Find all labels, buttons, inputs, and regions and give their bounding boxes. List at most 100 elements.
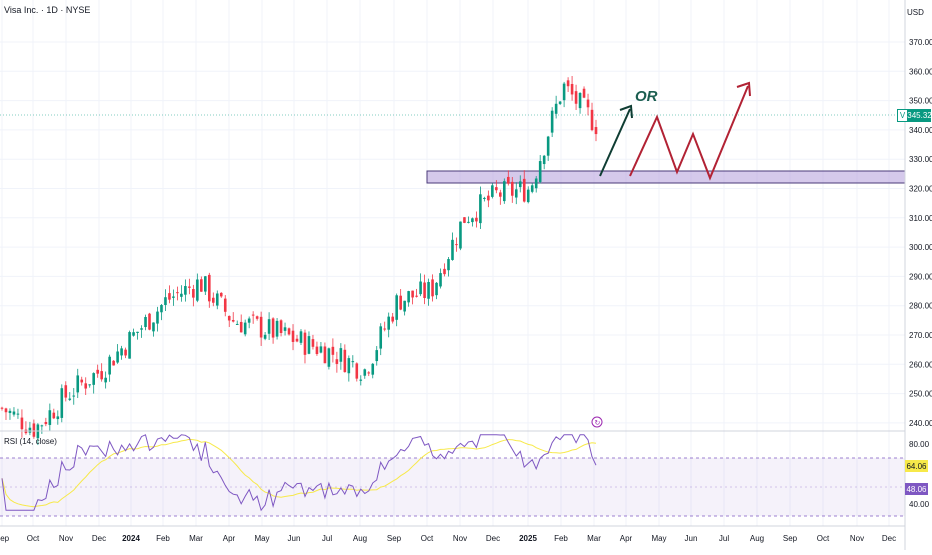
price-axis-label: 360.00 [909,67,932,76]
candle-body [463,217,466,223]
candle-body [243,322,247,335]
candle-body [363,369,367,376]
candle-body [522,178,526,202]
candle-body [164,297,167,306]
candle-body [303,332,307,355]
rsi-axis-label: 80.00 [909,440,930,449]
candle-body [594,127,598,135]
time-axis[interactable]: Sep Oct Nov Dec 2024 Feb Mar Apr May Jun Jul Aug Sep… [0,534,896,543]
candle-body [235,323,239,325]
price-axis[interactable]: 370.00 360.00 350.00 340.00 330.00 320.00 310.… [909,38,932,428]
time-axis-label: Sep [387,534,402,543]
candle-body [451,239,454,260]
price-axis-label: 240.00 [909,419,932,428]
support-zone[interactable] [426,170,906,184]
price-axis-label: 320.00 [909,185,932,194]
rsi-axis-label: 40.00 [909,500,930,509]
candle-body [534,178,538,189]
candle-body [219,292,223,297]
candle-body [447,259,450,271]
candle-body [196,279,199,301]
candle-body [160,304,163,313]
candle-body [327,348,331,367]
time-axis-label: Dec [486,534,500,543]
candle-body [100,371,103,380]
rsi-ma-value: 64.06 [905,460,928,472]
candle-body [323,346,327,364]
candle-body [562,83,566,101]
candle-body [542,155,546,165]
rsi-title[interactable]: RSI (14, close) [4,437,57,446]
candle-body [339,348,343,362]
candle-body [16,413,20,415]
candle-body [395,295,398,320]
price-axis-label: 350.00 [909,97,932,106]
candle-body [459,221,462,249]
time-axis-label: Mar [587,534,601,543]
candle-body [427,282,430,299]
candle-body [263,334,267,339]
projection-arrow-path[interactable] [629,81,751,181]
projection-arrow-up[interactable] [599,104,633,177]
time-axis-label: Feb [554,534,568,543]
candle-body [140,328,143,330]
candle-body [180,293,183,297]
candle-body [307,336,311,354]
candle-body [347,358,351,374]
candle-body [423,282,426,298]
time-axis-label: 2025 [519,534,537,543]
price-axis-label: 310.00 [909,214,932,223]
candle-body [586,99,590,108]
candle-body [40,425,44,427]
time-axis-label: Jul [719,534,729,543]
candle-body [76,375,80,393]
candle-body [247,318,251,323]
candle-body [156,311,159,324]
candle-body [271,318,275,338]
candle-body [475,217,478,222]
candle-body [387,316,390,330]
candle-body [52,412,56,419]
candle-body [32,423,36,437]
time-axis-label: Sep [0,534,10,543]
candle-body [295,338,299,342]
candle-body [227,315,231,321]
candle-body [570,83,574,95]
price-axis-label: 270.00 [909,331,932,340]
time-axis-label: Sep [783,534,798,543]
candle-body [200,279,203,292]
candle-body [367,372,371,374]
candle-body [120,348,123,356]
candle-body [192,289,195,298]
candle-body [439,273,442,287]
candle-body [12,411,16,415]
candle-body [152,322,155,332]
candle-body [359,379,363,381]
time-axis-label: Nov [850,534,864,543]
candle-body [467,221,470,223]
candle-body [403,300,406,312]
candle-body [311,339,315,347]
candle-body [479,194,482,224]
candle-body [590,109,594,131]
candle-body [132,332,135,336]
candle-body [0,407,4,409]
candle-body [56,416,60,420]
candle-body [546,136,550,156]
rsi-value: 48.06 [905,483,928,495]
candle-body [208,274,211,302]
candle-body [231,320,235,322]
currency-label[interactable]: USD [907,8,924,17]
candle-body [566,80,570,87]
candle-body [144,317,147,328]
candle-body [550,110,554,133]
candle-body [44,421,48,425]
annotation-or[interactable]: OR [635,88,658,105]
rsi-axis[interactable]: 80.00 40.00 [909,440,930,509]
last-price-tag: V 345.32 [897,109,932,122]
time-axis-label: Nov [59,534,73,543]
earnings-event-icon[interactable]: ↻ [591,416,603,428]
candle-body [128,332,131,359]
